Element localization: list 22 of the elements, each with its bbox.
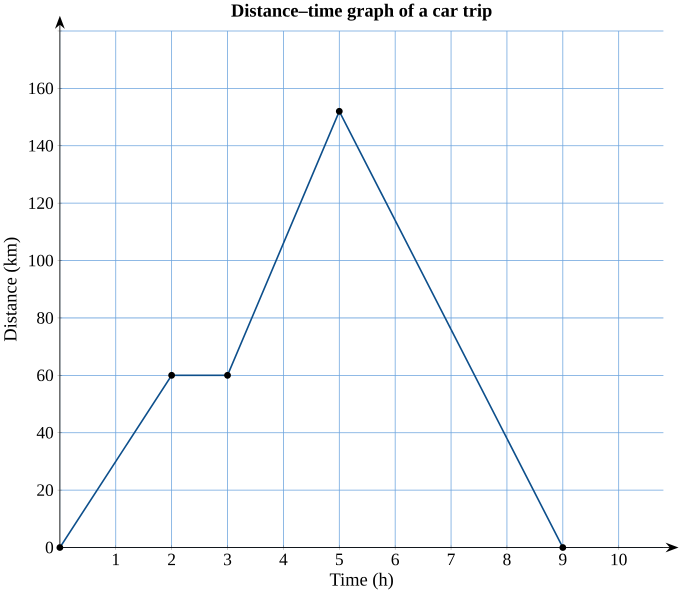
y-tick-label: 120: [29, 197, 54, 209]
x-tick-label: 1: [112, 554, 120, 566]
y-tick-label: 40: [36, 426, 54, 439]
x-tick-label: 2: [168, 554, 176, 566]
x-tick-label: 4: [279, 554, 288, 566]
y-tick-label: 60: [37, 369, 54, 382]
y-tick-label: 140: [29, 140, 54, 152]
y-axis-title: Distance (km): [4, 238, 20, 342]
y-tick-label: 80: [37, 312, 54, 324]
x-tick-label: 5: [336, 554, 343, 566]
x-tick-label: 7: [448, 554, 455, 565]
x-tick-label: 6: [392, 554, 399, 566]
y-tick-label: 160: [29, 82, 54, 94]
chart-title: Distance–time graph of a car trip: [231, 4, 492, 21]
y-tick-label: 100: [29, 254, 54, 266]
x-tick-label: 9: [559, 554, 566, 566]
x-tick-label: 10: [612, 554, 627, 566]
x-tick-label: 3: [224, 554, 232, 566]
y-tick-label: 20: [37, 484, 54, 496]
x-axis-title: Time (h): [330, 572, 393, 590]
y-tick-label: 0: [46, 542, 54, 554]
x-tick-label: 8: [503, 554, 511, 566]
